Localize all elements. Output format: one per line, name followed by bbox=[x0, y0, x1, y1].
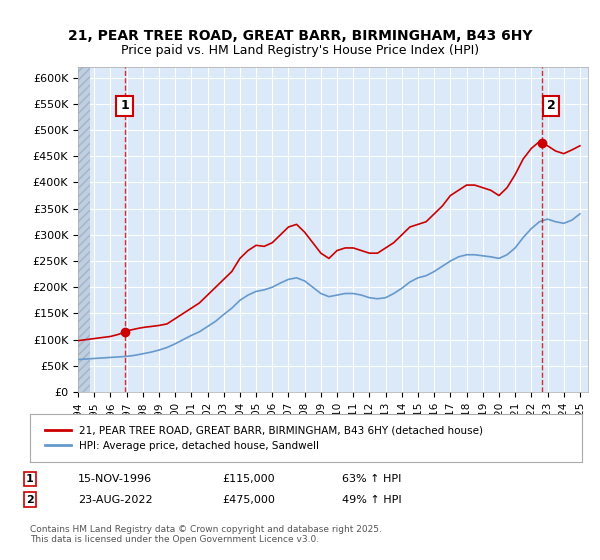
Text: 1: 1 bbox=[26, 474, 34, 484]
Text: 1: 1 bbox=[120, 100, 129, 113]
Text: 2: 2 bbox=[547, 100, 556, 113]
Text: £115,000: £115,000 bbox=[222, 474, 275, 484]
Text: 15-NOV-1996: 15-NOV-1996 bbox=[78, 474, 152, 484]
Text: 21, PEAR TREE ROAD, GREAT BARR, BIRMINGHAM, B43 6HY: 21, PEAR TREE ROAD, GREAT BARR, BIRMINGH… bbox=[68, 29, 532, 44]
Text: 49% ↑ HPI: 49% ↑ HPI bbox=[342, 494, 401, 505]
Text: 2: 2 bbox=[26, 494, 34, 505]
Text: Price paid vs. HM Land Registry's House Price Index (HPI): Price paid vs. HM Land Registry's House … bbox=[121, 44, 479, 57]
Legend: 21, PEAR TREE ROAD, GREAT BARR, BIRMINGHAM, B43 6HY (detached house), HPI: Avera: 21, PEAR TREE ROAD, GREAT BARR, BIRMINGH… bbox=[41, 422, 487, 455]
Text: 23-AUG-2022: 23-AUG-2022 bbox=[78, 494, 152, 505]
Text: 63% ↑ HPI: 63% ↑ HPI bbox=[342, 474, 401, 484]
Text: Contains HM Land Registry data © Crown copyright and database right 2025.
This d: Contains HM Land Registry data © Crown c… bbox=[30, 525, 382, 544]
Text: £475,000: £475,000 bbox=[222, 494, 275, 505]
